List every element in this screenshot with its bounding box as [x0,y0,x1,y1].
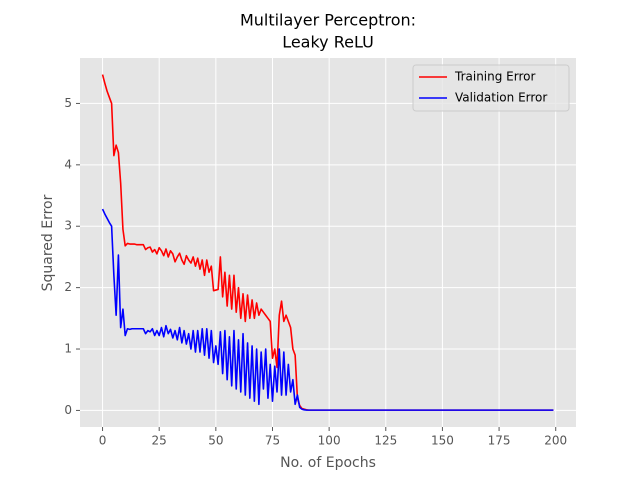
y-tick-label: 5 [64,96,72,110]
legend-box [412,64,570,112]
x-tick-label: 25 [152,434,167,448]
series-line [101,208,554,411]
y-tick-label: 3 [64,219,72,233]
x-tick-label: 0 [99,434,107,448]
chart-title: Multilayer Perceptron: [240,11,416,30]
y-axis-label: Squared Error [40,194,56,291]
x-tick-label: 75 [265,434,280,448]
series-line [101,74,554,411]
x-tick-label: 100 [318,434,341,448]
x-tick-label: 150 [431,434,454,448]
y-tick-label: 4 [64,157,72,171]
x-tick-label: 125 [374,434,397,448]
legend-label: Validation Error [455,91,547,105]
y-tick-label: 1 [64,342,72,356]
y-tick-label: 2 [64,280,72,294]
plot-area [80,58,576,427]
lines [101,74,554,411]
legend-label: Training Error [454,70,535,84]
x-tick-label: 200 [544,434,567,448]
x-tick-label: 175 [488,434,511,448]
x-axis-label: No. of Epochs [280,455,376,471]
legend: Training Error Validation Error [412,64,570,112]
y-tick-label: 0 [64,403,72,417]
x-tick-label: 50 [208,434,223,448]
chart-title: Leaky ReLU [282,33,374,52]
